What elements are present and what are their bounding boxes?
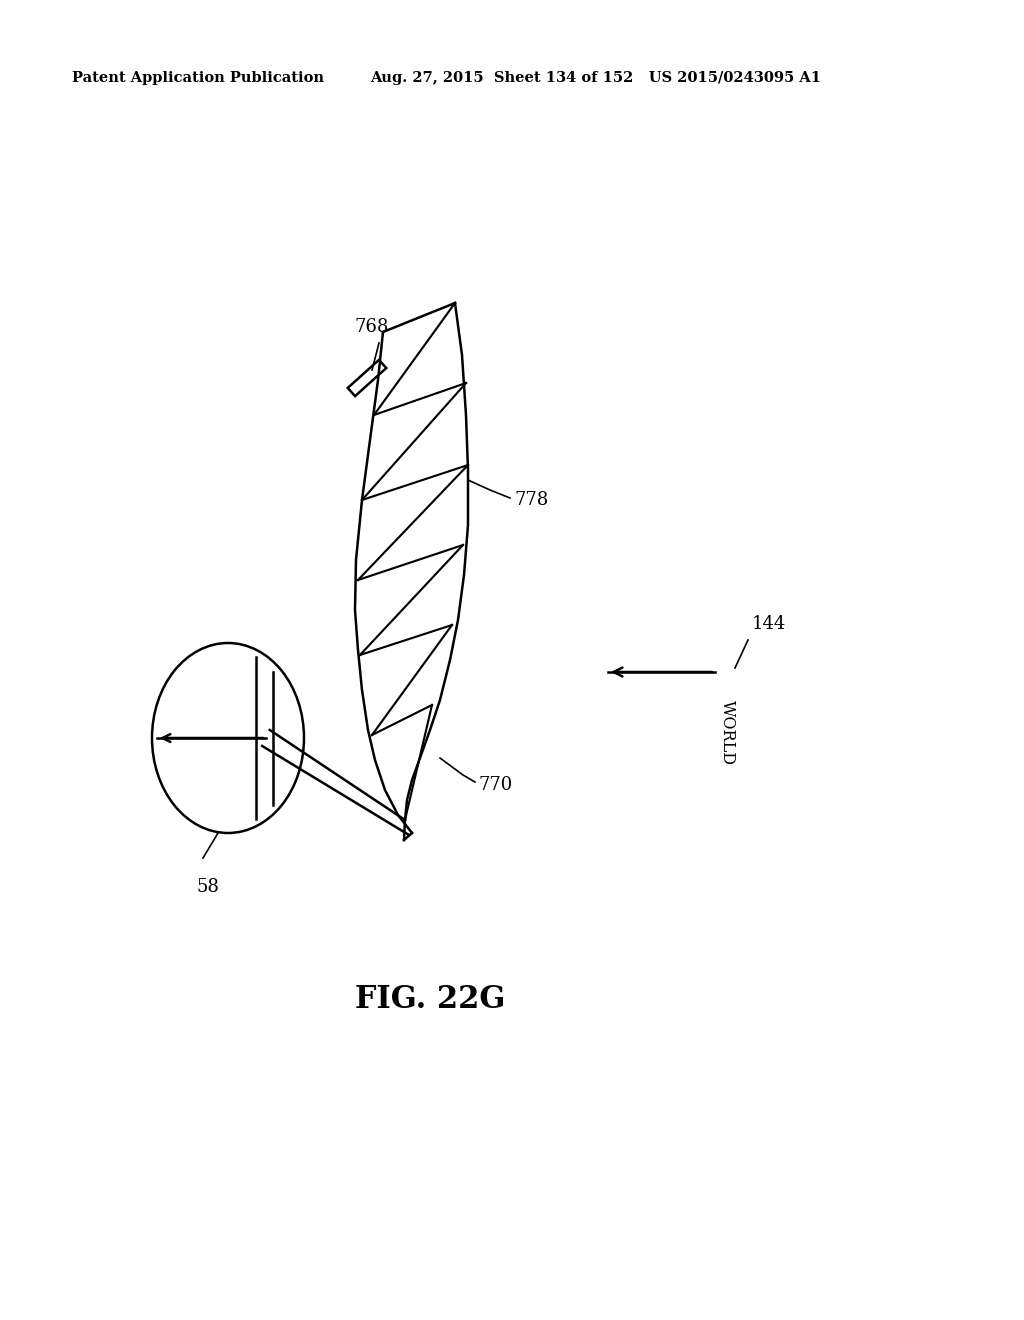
- Text: 778: 778: [515, 491, 549, 510]
- Text: Patent Application Publication: Patent Application Publication: [72, 71, 324, 84]
- Text: WORLD: WORLD: [719, 700, 735, 766]
- Text: 768: 768: [354, 318, 389, 337]
- Text: 144: 144: [752, 615, 786, 634]
- Text: 58: 58: [197, 878, 219, 896]
- Text: 770: 770: [478, 776, 512, 795]
- Text: Aug. 27, 2015  Sheet 134 of 152   US 2015/0243095 A1: Aug. 27, 2015 Sheet 134 of 152 US 2015/0…: [370, 71, 821, 84]
- Text: FIG. 22G: FIG. 22G: [354, 985, 505, 1015]
